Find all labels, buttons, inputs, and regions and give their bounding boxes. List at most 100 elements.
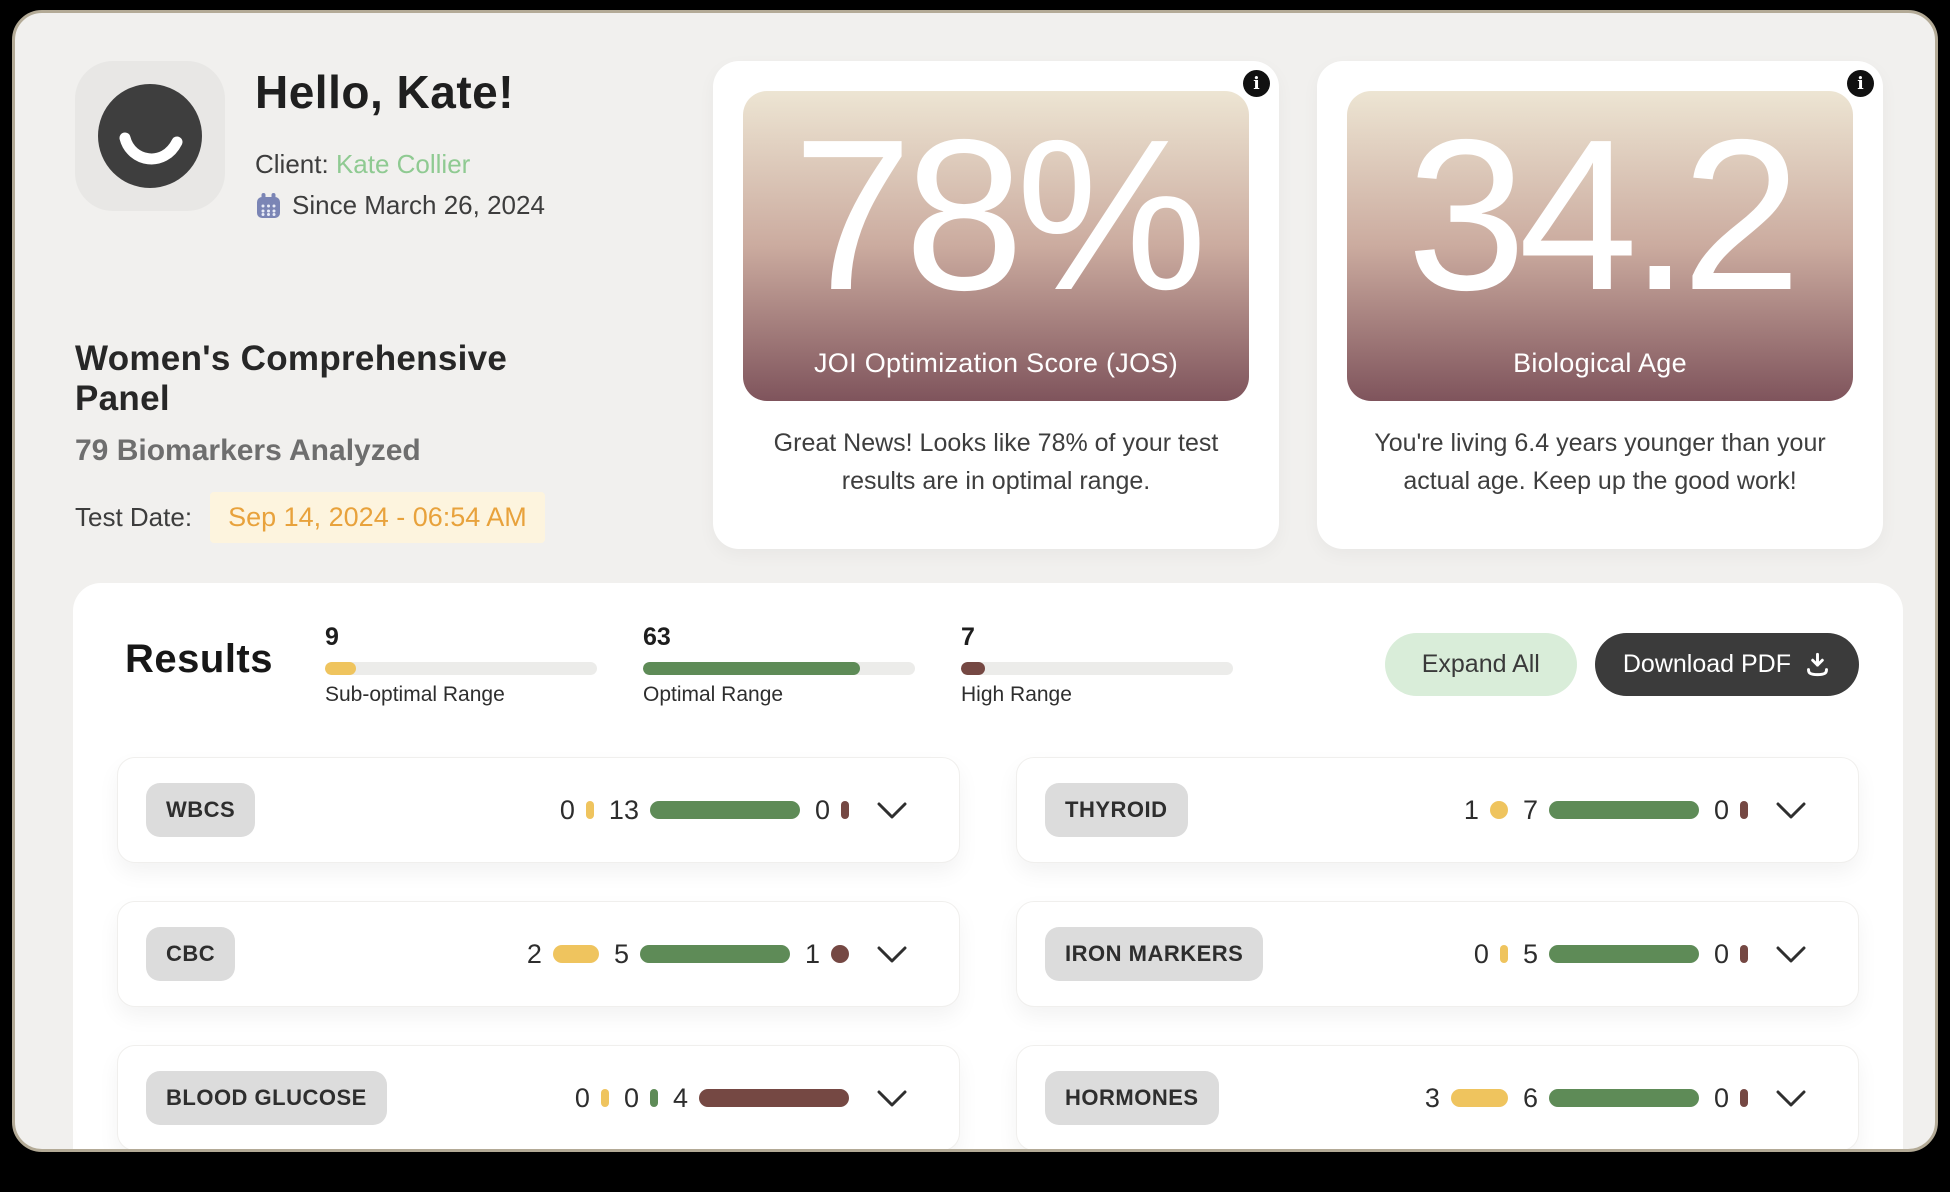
since-line: Since March 26, 2024 — [255, 190, 545, 221]
range-stat: 7 High Range — [961, 623, 1233, 707]
jos-score-card: i 78% JOI Optimization Score (JOS) Great… — [713, 61, 1279, 549]
range-stat-count: 63 — [643, 623, 671, 651]
panel-info-block: Women's Comprehensive Panel 79 Biomarker… — [75, 339, 675, 543]
category-card[interactable]: THYROID 1 7 0 — [1016, 757, 1859, 863]
bio-age-value: 34.2 — [1406, 94, 1801, 335]
info-icon[interactable]: i — [1847, 70, 1874, 97]
smiley-logo-icon — [98, 84, 202, 188]
download-pdf-button[interactable]: Download PDF — [1594, 633, 1859, 696]
top-section: Hello, Kate! Client: Kate Collier — [75, 61, 1893, 549]
bio-age-caption: You're living 6.4 years younger than you… — [1374, 429, 1826, 495]
category-counts: 3 6 0 — [1425, 1083, 1806, 1114]
chevron-down-icon[interactable] — [1776, 802, 1806, 819]
results-header: Results 9 Sub-optimal Range 63 Optimal R… — [117, 623, 1859, 707]
bio-age-gradient-box: 34.2 Biological Age — [1347, 91, 1853, 401]
optimal-indicator — [649, 801, 800, 819]
chevron-down-icon[interactable] — [1776, 1090, 1806, 1107]
high-count: 0 — [814, 794, 830, 825]
range-stat: 9 Sub-optimal Range — [325, 623, 597, 707]
client-label: Client: — [255, 149, 329, 179]
suboptimal-indicator — [585, 801, 594, 819]
chevron-down-icon[interactable] — [1776, 946, 1806, 963]
download-icon — [1807, 652, 1828, 677]
biological-age-card: i 34.2 Biological Age You're living 6.4 … — [1317, 61, 1883, 549]
category-card[interactable]: BLOOD GLUCOSE 0 0 4 — [117, 1045, 960, 1149]
category-card[interactable]: WBCS 0 13 0 — [117, 757, 960, 863]
category-card[interactable]: HORMONES 3 6 0 — [1016, 1045, 1859, 1149]
range-stats-row: 9 Sub-optimal Range 63 Optimal Range 7 H… — [325, 623, 1233, 707]
range-stat: 63 Optimal Range — [643, 623, 915, 707]
category-chip: CBC — [146, 927, 236, 981]
suboptimal-indicator — [600, 1089, 609, 1107]
optimal-indicator — [1548, 1089, 1699, 1107]
suboptimal-indicator — [1489, 801, 1508, 819]
suboptimal-indicator — [1499, 945, 1508, 963]
high-count: 0 — [1713, 794, 1729, 825]
test-date-label: Test Date: — [75, 501, 193, 532]
high-indicator — [1740, 801, 1748, 819]
app-page: Hello, Kate! Client: Kate Collier — [12, 10, 1938, 1152]
results-title: Results — [125, 637, 273, 681]
optimal-indicator — [649, 1089, 658, 1107]
jos-gradient-box: 78% JOI Optimization Score (JOS) — [743, 91, 1249, 401]
chevron-down-icon[interactable] — [877, 1090, 907, 1107]
header-buttons: Expand All Download PDF — [1384, 633, 1859, 696]
download-pdf-label: Download PDF — [1622, 650, 1791, 678]
client-line: Client: Kate Collier — [255, 149, 545, 180]
high-count: 1 — [804, 938, 820, 969]
category-counts: 0 13 0 — [560, 795, 907, 826]
category-card[interactable]: IRON MARKERS 0 5 0 — [1016, 901, 1859, 1007]
member-since-text: Since March 26, 2024 — [292, 190, 545, 220]
optimal-count: 7 — [1522, 794, 1538, 825]
jos-score-value: 78% — [792, 94, 1207, 335]
range-stat-fill — [643, 662, 860, 675]
optimal-count: 0 — [623, 1082, 639, 1113]
range-stat-track — [325, 662, 597, 675]
category-counts: 2 5 1 — [527, 939, 907, 970]
high-indicator — [841, 801, 849, 819]
category-counts: 0 0 4 — [575, 1083, 907, 1114]
category-counts: 0 5 0 — [1474, 939, 1806, 970]
suboptimal-count: 0 — [559, 794, 575, 825]
test-date-value: Sep 14, 2024 - 06:54 AM — [210, 491, 545, 543]
range-stat-fill — [961, 662, 985, 675]
category-counts: 1 7 0 — [1464, 795, 1806, 826]
test-date-row: Test Date: Sep 14, 2024 - 06:54 AM — [75, 491, 675, 543]
biomarkers-analyzed: 79 Biomarkers Analyzed — [75, 433, 421, 467]
range-stat-track — [961, 662, 1233, 675]
category-chip: WBCS — [146, 783, 256, 837]
category-chip: HORMONES — [1045, 1071, 1219, 1125]
suboptimal-indicator — [1450, 1089, 1508, 1107]
optimal-count: 6 — [1522, 1082, 1538, 1113]
suboptimal-count: 0 — [1473, 938, 1489, 969]
range-stat-fill — [325, 662, 356, 675]
range-stat-count: 7 — [961, 623, 975, 651]
jos-score-label: JOI Optimization Score (JOS) — [814, 348, 1178, 378]
chevron-down-icon[interactable] — [877, 946, 907, 963]
high-count: 0 — [1713, 938, 1729, 969]
high-indicator — [1740, 1089, 1748, 1107]
greeting-block: Hello, Kate! Client: Kate Collier — [255, 61, 545, 221]
avatar — [75, 61, 225, 211]
suboptimal-count: 3 — [1424, 1082, 1440, 1113]
results-panel: Results 9 Sub-optimal Range 63 Optimal R… — [73, 583, 1903, 1149]
expand-all-button[interactable]: Expand All — [1384, 633, 1577, 696]
optimal-indicator — [639, 945, 790, 963]
optimal-count: 5 — [1522, 938, 1538, 969]
high-count: 4 — [672, 1082, 688, 1113]
profile-row: Hello, Kate! Client: Kate Collier — [75, 61, 675, 221]
client-name: Kate Collier — [335, 149, 471, 179]
range-stat-label: Optimal Range — [643, 683, 784, 706]
range-stat-label: Sub-optimal Range — [325, 683, 505, 706]
optimal-indicator — [1548, 801, 1699, 819]
category-card[interactable]: CBC 2 5 1 — [117, 901, 960, 1007]
client-column: Hello, Kate! Client: Kate Collier — [75, 61, 675, 549]
jos-score-caption: Great News! Looks like 78% of your test … — [773, 429, 1219, 495]
bio-age-label: Biological Age — [1513, 348, 1687, 378]
info-icon[interactable]: i — [1243, 70, 1270, 97]
high-count: 0 — [1713, 1082, 1729, 1113]
chevron-down-icon[interactable] — [877, 802, 907, 819]
suboptimal-count: 2 — [526, 938, 542, 969]
page-title: Hello, Kate! — [255, 66, 515, 118]
range-stat-track — [643, 662, 915, 675]
